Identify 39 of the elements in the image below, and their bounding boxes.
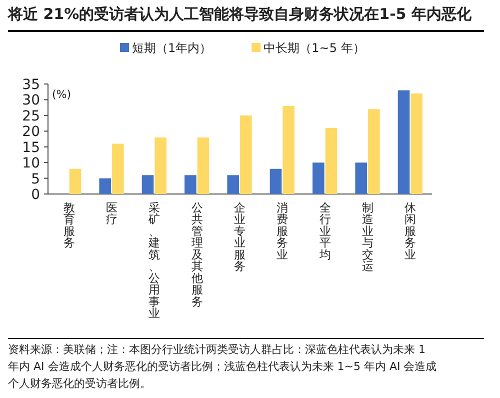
bar [368, 109, 380, 194]
x-tick-label: 医疗 [106, 200, 118, 226]
y-tick-label: 5 [31, 171, 40, 188]
x-tick-label: 制造业与交运 [362, 200, 374, 274]
bar [184, 175, 196, 194]
bar [197, 137, 210, 194]
y-tick-label: 10 [22, 156, 40, 172]
bar [99, 178, 111, 194]
y-tick-label: 25 [22, 108, 40, 124]
chart-title: 将近 21%的受访者认为人工智能将导致自身财务状况在1-5 年内恶化 [8, 4, 472, 24]
bar [270, 168, 282, 194]
bar [355, 162, 367, 194]
category-label: 采矿、建筑、公用事业 [148, 200, 161, 320]
legend-label: 中长期（1~5 年） [264, 41, 365, 55]
bar [240, 115, 252, 194]
y-tick-label: 20 [22, 124, 40, 140]
bar [312, 162, 324, 194]
bar [142, 175, 154, 194]
x-tick-label: 企业专业服务 [234, 200, 246, 274]
y-tick-label: 30 [22, 92, 40, 109]
bar [410, 93, 422, 194]
y-axis-title: (%) [52, 88, 72, 101]
x-tick-label: 消费服务业 [276, 200, 289, 262]
x-tick-label: 全行业平均 [318, 200, 332, 262]
x-tick-label: 教育服务 [63, 200, 76, 250]
y-tick-label: 15 [22, 140, 40, 156]
bar [325, 128, 338, 194]
bar [112, 144, 124, 194]
x-tick-label: 休闲服务业 [404, 200, 417, 262]
bar [69, 168, 82, 194]
bar [282, 106, 294, 194]
legend-label: 短期（1年内） [132, 41, 212, 55]
text: 资料来源：美联储；注：本图分行业统计两类受访人群占比：深蓝色柱代表认为未来 1 年内 AI 会造成个人财务恶化的受访者比例；浅蓝色柱代表认为未来 1~5 年内 AI 会造成个人财务恶化的受访者比例。 [8, 342, 438, 392]
y-tick-label: 0 [31, 187, 40, 203]
bar [154, 137, 166, 194]
bar [227, 175, 239, 194]
category-label: 公共管理及其他服务 [191, 200, 204, 308]
y-tick-label: 35 [22, 77, 40, 93]
bar [398, 90, 410, 194]
